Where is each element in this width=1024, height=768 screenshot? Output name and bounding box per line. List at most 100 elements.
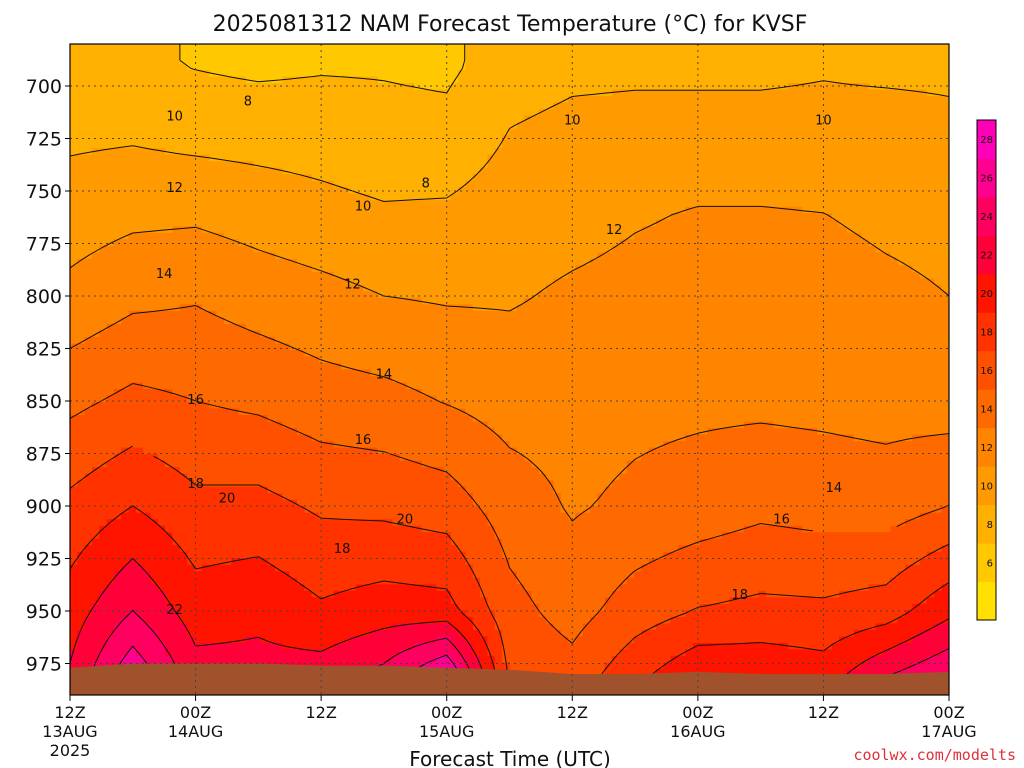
- temperature-cell: [311, 336, 320, 345]
- temperature-cell: [260, 232, 269, 240]
- temperature-cell: [341, 323, 349, 332]
- temperature-cell: [223, 278, 232, 286]
- temperature-cell: [326, 362, 335, 371]
- temperature-cell: [399, 590, 408, 598]
- temperature-cell: [289, 564, 298, 572]
- temperature-cell: [77, 226, 86, 234]
- temperature-cell: [392, 161, 401, 169]
- temperature-cell: [392, 154, 401, 162]
- temperature-cell: [297, 258, 305, 266]
- temperature-cell: [99, 512, 108, 520]
- temperature-cell: [253, 115, 262, 123]
- temperature-cell: [128, 441, 137, 449]
- temperature-cell: [194, 584, 203, 592]
- temperature-cell: [135, 571, 144, 579]
- temperature-cell: [384, 343, 393, 351]
- temperature-cell: [428, 343, 437, 351]
- temperature-cell: [143, 441, 152, 449]
- temperature-cell: [150, 310, 159, 319]
- temperature-cell: [135, 284, 144, 292]
- temperature-cell: [77, 135, 86, 143]
- temperature-cell: [99, 180, 108, 188]
- temperature-cell: [297, 57, 305, 65]
- temperature-cell: [201, 428, 210, 436]
- temperature-cell: [304, 408, 313, 416]
- temperature-cell: [231, 57, 240, 65]
- temperature-cell: [260, 538, 269, 546]
- temperature-cell: [91, 258, 100, 266]
- temperature-cell: [157, 167, 166, 175]
- temperature-cell: [333, 369, 342, 377]
- temperature-cell: [406, 141, 415, 149]
- temperature-cell: [113, 525, 122, 533]
- temperature-cell: [348, 193, 357, 201]
- temperature-cell: [363, 499, 371, 507]
- temperature-cell: [304, 343, 313, 351]
- temperature-cell: [179, 213, 188, 221]
- temperature-cell: [304, 265, 313, 273]
- temperature-cell: [106, 206, 115, 214]
- temperature-cell: [194, 141, 203, 149]
- temperature-cell: [157, 330, 166, 338]
- temperature-cell: [187, 63, 196, 71]
- temperature-cell: [135, 649, 144, 657]
- temperature-cell: [209, 610, 218, 618]
- temperature-cell: [348, 467, 357, 475]
- temperature-cell: [399, 317, 408, 325]
- temperature-cell: [172, 369, 181, 377]
- temperature-cell: [77, 57, 86, 65]
- temperature-cell: [231, 83, 240, 91]
- temperature-cell: [216, 213, 225, 221]
- temperature-cell: [165, 545, 174, 553]
- temperature-cell: [319, 454, 327, 462]
- temperature-cell: [201, 83, 210, 91]
- temperature-cell: [245, 408, 254, 416]
- temperature-cell: [377, 187, 386, 195]
- temperature-cell: [223, 343, 232, 351]
- temperature-cell: [421, 408, 430, 416]
- temperature-cell: [370, 252, 379, 260]
- temperature-cell: [399, 434, 408, 442]
- temperature-cell: [179, 532, 188, 540]
- temperature-cell: [377, 571, 386, 579]
- temperature-cell: [260, 590, 269, 598]
- temperature-cell: [282, 44, 291, 52]
- temperature-cell: [231, 297, 240, 305]
- temperature-cell: [121, 70, 130, 78]
- temperature-cell: [297, 206, 305, 214]
- temperature-cell: [392, 454, 401, 462]
- temperature-cell: [297, 603, 305, 611]
- temperature-cell: [121, 486, 130, 494]
- temperature-cell: [377, 525, 386, 533]
- temperature-cell: [179, 610, 188, 618]
- temperature-cell: [106, 603, 115, 611]
- temperature-cell: [267, 460, 276, 468]
- temperature-cell: [275, 219, 284, 227]
- temperature-cell: [392, 330, 401, 338]
- temperature-cell: [223, 506, 232, 514]
- temperature-cell: [201, 532, 210, 540]
- temperature-cell: [428, 271, 437, 279]
- temperature-cell: [282, 128, 291, 136]
- temperature-cell: [143, 174, 152, 182]
- temperature-cell: [384, 128, 393, 136]
- temperature-cell: [341, 408, 349, 416]
- temperature-cell: [319, 57, 327, 65]
- temperature-cell: [194, 206, 203, 214]
- temperature-cell: [355, 454, 364, 462]
- temperature-cell: [150, 265, 159, 273]
- temperature-cell: [428, 128, 437, 136]
- temperature-cell: [267, 330, 276, 338]
- temperature-cell: [304, 616, 313, 624]
- temperature-cell: [245, 506, 254, 514]
- temperature-cell: [392, 525, 401, 533]
- temperature-cell: [77, 284, 86, 292]
- temperature-cell: [406, 493, 415, 501]
- temperature-cell: [399, 493, 408, 501]
- temperature-cell: [143, 454, 152, 462]
- temperature-cell: [421, 512, 430, 520]
- temperature-cell: [201, 362, 210, 371]
- temperature-cell: [70, 245, 78, 253]
- temperature-cell: [319, 180, 327, 188]
- temperature-cell: [289, 434, 298, 442]
